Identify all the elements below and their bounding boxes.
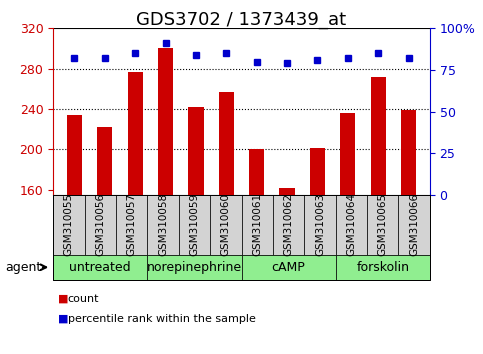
Bar [67, 115, 82, 195]
Bar [128, 72, 143, 195]
Text: count: count [68, 294, 99, 304]
Text: forskolin: forskolin [356, 261, 409, 274]
Text: ■: ■ [58, 314, 69, 324]
Text: agent: agent [5, 261, 41, 274]
Text: GSM310062: GSM310062 [284, 193, 294, 256]
Text: GSM310060: GSM310060 [221, 193, 231, 256]
Text: GSM310065: GSM310065 [378, 193, 388, 256]
Text: GSM310063: GSM310063 [315, 193, 325, 256]
Text: GSM310064: GSM310064 [346, 193, 356, 256]
Text: GDS3702 / 1373439_at: GDS3702 / 1373439_at [136, 11, 347, 29]
Bar [249, 149, 264, 195]
Text: norepinephrine: norepinephrine [147, 261, 242, 274]
Text: GSM310061: GSM310061 [252, 193, 262, 256]
Text: cAMP: cAMP [272, 261, 305, 274]
Text: ■: ■ [58, 294, 69, 304]
Text: GSM310066: GSM310066 [409, 193, 419, 256]
Bar [280, 188, 295, 195]
Text: untreated: untreated [70, 261, 131, 274]
Text: GSM310055: GSM310055 [64, 193, 74, 256]
Bar [158, 48, 173, 195]
Text: GSM310057: GSM310057 [127, 193, 137, 256]
Text: GSM310056: GSM310056 [95, 193, 105, 256]
Text: GSM310059: GSM310059 [189, 193, 199, 256]
Bar [188, 107, 203, 195]
Bar [219, 92, 234, 195]
Bar [310, 148, 325, 195]
Bar [340, 113, 355, 195]
Bar [370, 77, 386, 195]
Text: GSM310058: GSM310058 [158, 193, 168, 256]
Bar [401, 110, 416, 195]
Text: percentile rank within the sample: percentile rank within the sample [68, 314, 256, 324]
Bar [97, 127, 113, 195]
